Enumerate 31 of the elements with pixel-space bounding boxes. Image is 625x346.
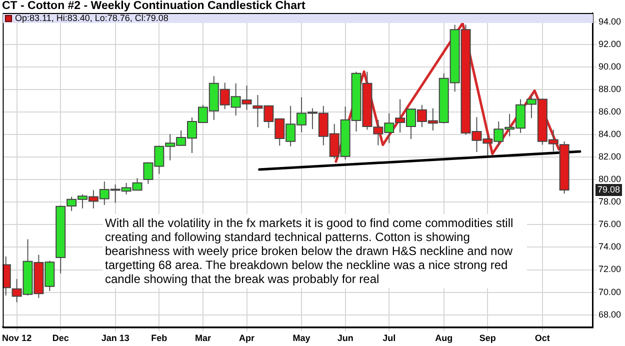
y-tick-label: 92.00 — [598, 39, 622, 50]
x-tick-label: Jul — [382, 333, 396, 344]
x-tick-label: Dec — [52, 333, 69, 344]
chart-subtitle: Op:83.11, Hi:83.40, Lo:78.76, Cl:79.08 — [15, 13, 168, 23]
chart-title: CT - Cotton #2 - Weekly Continuation Candlestick Chart — [2, 0, 306, 12]
x-tick-label: Oct — [534, 333, 550, 344]
y-tick-label: 86.00 — [598, 106, 622, 117]
x-tick-label: Aug — [435, 333, 453, 344]
y-tick-label: 78.00 — [598, 196, 622, 207]
y-tick-label: 80.00 — [598, 174, 622, 184]
y-tick-label: 90.00 — [598, 62, 622, 72]
y-tick-label: 94.00 — [598, 16, 622, 26]
x-tick-label: Jun — [337, 333, 354, 344]
y-tick-label: 88.00 — [598, 84, 622, 94]
x-tick-label: Mar — [194, 333, 212, 344]
annotation: 79.08 — [597, 184, 620, 195]
y-tick-label: 84.00 — [598, 129, 622, 140]
x-tick-label: Sep — [479, 333, 496, 344]
x-tick-label: May — [292, 333, 310, 344]
y-tick-label: 82.00 — [598, 152, 622, 162]
y-tick-label: 76.00 — [598, 219, 622, 230]
x-tick-label: Feb — [151, 333, 168, 344]
y-tick-label: 72.00 — [598, 264, 622, 274]
header-strip: Op:83.11, Hi:83.40, Lo:78.76, Cl:79.08 — [3, 14, 593, 23]
x-tick-label: Nov 12 — [2, 333, 32, 344]
annotation: With all the volatility in the fx markets it is good to find come commodities still creating and following standard technical patterns. Cotton is showing bearishness with weely price broken below the drawn H&S neckline and now targetting 68 area. The breakdown below the neckline was a nice strong red candle showing that the break was probably for real — [103, 214, 527, 288]
y-tick-label: 74.00 — [598, 242, 622, 252]
y-tick-label: 70.00 — [598, 286, 622, 297]
y-tick-label: 68.00 — [598, 309, 622, 320]
x-tick-label: Jan 13 — [101, 333, 130, 344]
x-tick-label: Apr — [239, 333, 256, 344]
